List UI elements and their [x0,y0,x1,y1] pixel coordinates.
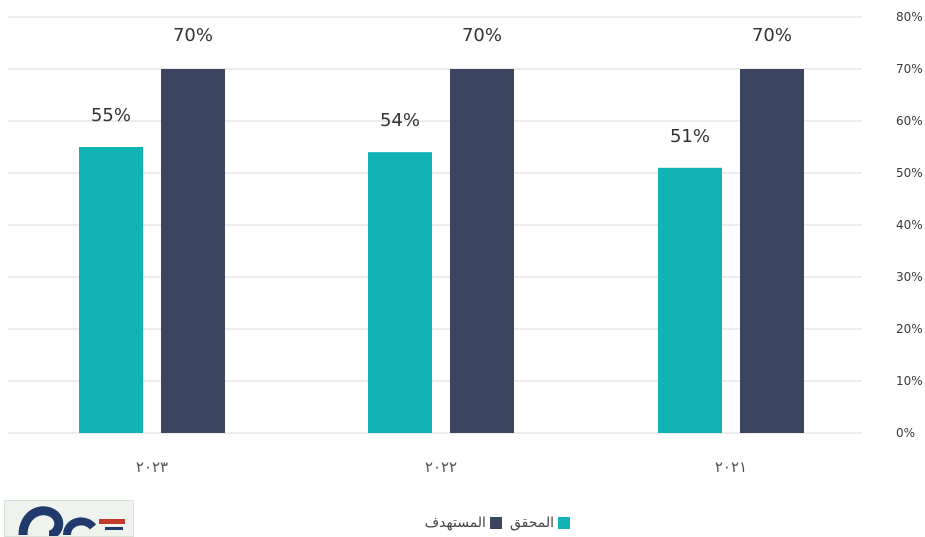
y-tick-label: 20% [896,322,923,336]
bar-target [161,69,225,433]
publisher-logo-icon [4,500,134,537]
y-tick-label: 60% [896,114,923,128]
data-label-target: 70% [173,25,213,46]
bar-achieved [658,167,722,434]
bar-achieved [79,147,143,433]
legend-item-target: المستهدف [425,515,502,531]
data-label-target: 70% [462,25,502,46]
y-tick-label: 80% [896,10,923,24]
bar-chart: 0% 10% 20% 30% 40% 50% 60% 70% 80% 55% 70% ٢٠٢٣ 54% 7… [8,10,923,476]
data-label-achieved: 51% [670,126,710,147]
data-label-achieved: 55% [91,105,131,126]
data-label-target: 70% [752,25,792,46]
y-tick-label: 70% [896,62,923,76]
bar-target [740,69,804,433]
y-tick-label: 30% [896,270,923,284]
legend-label-achieved: المحقق [509,515,554,531]
legend: المحقق المستهدف [360,512,570,534]
legend-swatch-target [489,517,502,529]
legend-swatch-achieved [558,517,570,529]
bar-achieved [368,152,432,433]
x-category-label: ٢٠٢٣ [136,458,168,476]
x-category-label: ٢٠٢١ [715,458,747,476]
y-tick-label: 10% [896,374,923,388]
legend-item-achieved: المحقق [510,515,570,531]
data-label-achieved: 54% [380,110,420,131]
bar-target [450,69,514,433]
x-category-label: ٢٠٢٢ [425,458,457,476]
y-tick-label: 40% [896,218,923,232]
legend-label-target: المستهدف [424,515,486,531]
y-tick-label: 0% [896,426,915,440]
y-tick-label: 50% [896,166,923,180]
